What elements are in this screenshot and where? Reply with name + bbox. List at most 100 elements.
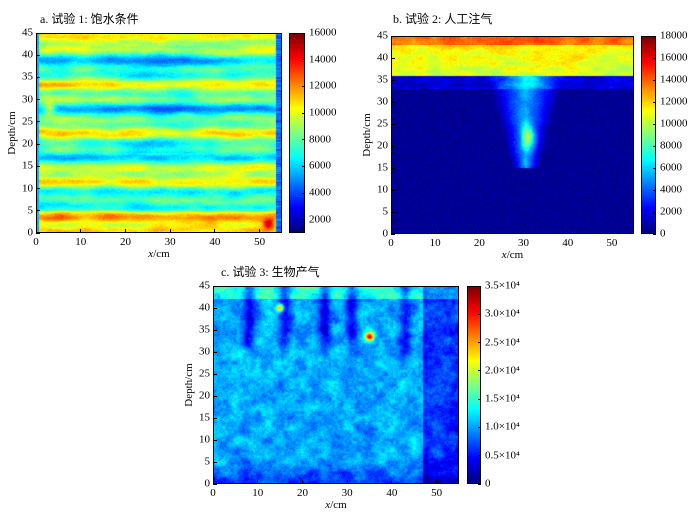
y-axis-label-a: Depth/cm — [6, 111, 18, 155]
colorbar-tick-label-c: 1.5×10⁴ — [485, 392, 520, 405]
y-tick-mark-b — [391, 35, 395, 37]
colorbar-tick-mark-c — [478, 426, 481, 428]
y-tick-label-b: 10 — [377, 183, 388, 196]
y-axis-label-c: Depth/cm — [183, 363, 195, 407]
x-tick-label-b: 50 — [606, 237, 618, 249]
colorbar-tick-mark-a — [302, 165, 305, 167]
x-axis-label-c: x/cm — [325, 499, 347, 511]
x-tick-mark-c — [391, 480, 393, 484]
colorbar-tick-mark-c — [478, 398, 481, 400]
x-axis-label-b: x/cm — [501, 249, 524, 261]
y-tick-label-b: 35 — [377, 73, 388, 86]
x-tick-mark-a — [259, 229, 261, 233]
y-tick-label-b: 0 — [382, 227, 389, 240]
colorbar-tick-mark-c — [478, 285, 481, 287]
colorbar-tick-label-a: 10000 — [309, 106, 337, 119]
x-tick-mark-c — [301, 480, 303, 484]
y-tick-label-b: 40 — [377, 51, 388, 64]
x-tick-mark-c — [436, 480, 438, 484]
y-tick-mark-b — [391, 57, 395, 59]
colorbar-tick-mark-a — [302, 32, 305, 34]
y-tick-label-c: 40 — [199, 301, 210, 314]
y-axis-label-b: Depth/cm — [361, 113, 373, 157]
x-tick-mark-b — [611, 230, 613, 234]
y-tick-label-c: 35 — [199, 323, 210, 336]
y-tick-mark-a — [36, 165, 40, 167]
colorbar-tick-mark-a — [302, 59, 305, 61]
colorbar-tick-label-b: 4000 — [660, 183, 682, 196]
colorbar-tick-mark-a — [302, 85, 305, 87]
y-tick-label-c: 20 — [199, 389, 210, 402]
colorbar-tick-label-a: 4000 — [309, 186, 331, 199]
y-tick-mark-b — [391, 123, 395, 125]
colorbar-tick-label-b: 8000 — [660, 139, 682, 152]
y-tick-mark-b — [391, 211, 395, 213]
colorbar-tick-mark-a — [302, 219, 305, 221]
y-tick-mark-b — [391, 167, 395, 169]
y-tick-mark-b — [391, 79, 395, 81]
y-tick-label-c: 5 — [204, 455, 211, 468]
x-tick-mark-b — [567, 230, 569, 234]
y-tick-mark-a — [36, 210, 40, 212]
y-tick-mark-a — [36, 143, 40, 145]
y-tick-mark-a — [36, 76, 40, 78]
heatmap-b — [391, 36, 634, 234]
y-tick-mark-a — [36, 232, 40, 234]
colorbar-tick-label-b: 18000 — [660, 29, 688, 42]
colorbar-tick-mark-b — [653, 79, 656, 81]
y-tick-label-c: 25 — [199, 367, 210, 380]
chart-title-c: c. 试验 3: 生物产气 — [221, 265, 320, 279]
colorbar-tick-mark-b — [653, 101, 656, 103]
y-tick-label-b: 5 — [382, 205, 389, 218]
y-tick-mark-c — [213, 351, 217, 353]
colorbar-tick-mark-b — [653, 189, 656, 191]
x-tick-label-a: 40 — [209, 236, 221, 248]
colorbar-tick-mark-a — [302, 139, 305, 141]
y-tick-mark-a — [36, 54, 40, 56]
y-tick-mark-a — [36, 99, 40, 101]
y-tick-label-c: 45 — [199, 279, 210, 292]
colorbar-tick-mark-c — [478, 370, 481, 372]
x-tick-label-c: 20 — [296, 487, 308, 499]
y-tick-mark-b — [391, 233, 395, 235]
colorbar-tick-label-b: 14000 — [660, 73, 688, 86]
y-tick-mark-c — [213, 483, 217, 485]
y-tick-mark-c — [213, 285, 217, 287]
x-tick-mark-c — [257, 480, 259, 484]
colorbar-tick-mark-b — [653, 211, 656, 213]
y-tick-label-c: 30 — [199, 345, 210, 358]
x-tick-mark-a — [214, 229, 216, 233]
y-tick-mark-c — [213, 395, 217, 397]
colorbar-tick-mark-b — [653, 167, 656, 169]
y-tick-label-a: 25 — [22, 115, 33, 128]
y-tick-mark-c — [213, 417, 217, 419]
y-tick-label-a: 15 — [22, 159, 33, 172]
x-tick-label-a: 30 — [164, 236, 176, 248]
colorbar-tick-label-a: 6000 — [309, 159, 331, 172]
y-tick-label-a: 10 — [22, 182, 33, 195]
colorbar-tick-mark-c — [478, 342, 481, 344]
x-tick-mark-b — [434, 230, 436, 234]
colorbar-tick-label-b: 12000 — [660, 95, 688, 108]
y-tick-label-b: 30 — [377, 95, 388, 108]
y-tick-label-a: 45 — [22, 26, 33, 39]
colorbar-tick-label-a: 14000 — [309, 53, 337, 66]
colorbar-tick-label-c: 0.5×10⁴ — [485, 449, 520, 462]
y-tick-mark-a — [36, 188, 40, 190]
x-tick-mark-b — [478, 230, 480, 234]
colorbar-tick-label-c: 3.5×10⁴ — [485, 279, 520, 292]
x-tick-label-a: 20 — [119, 236, 131, 248]
x-tick-mark-a — [80, 229, 82, 233]
y-tick-label-a: 20 — [22, 137, 33, 150]
chart-title-a: a. 试验 1: 饱水条件 — [40, 12, 139, 26]
colorbar-tick-label-c: 2.0×10⁴ — [485, 364, 520, 377]
y-tick-label-a: 40 — [22, 48, 33, 61]
y-tick-mark-a — [36, 121, 40, 123]
y-tick-label-b: 20 — [377, 139, 388, 152]
colorbar-tick-label-a: 2000 — [309, 213, 331, 226]
y-tick-label-b: 45 — [377, 29, 388, 42]
x-tick-mark-c — [346, 480, 348, 484]
y-tick-label-c: 15 — [199, 411, 210, 424]
y-tick-mark-c — [213, 373, 217, 375]
x-axis-label-a: x/cm — [148, 248, 170, 260]
